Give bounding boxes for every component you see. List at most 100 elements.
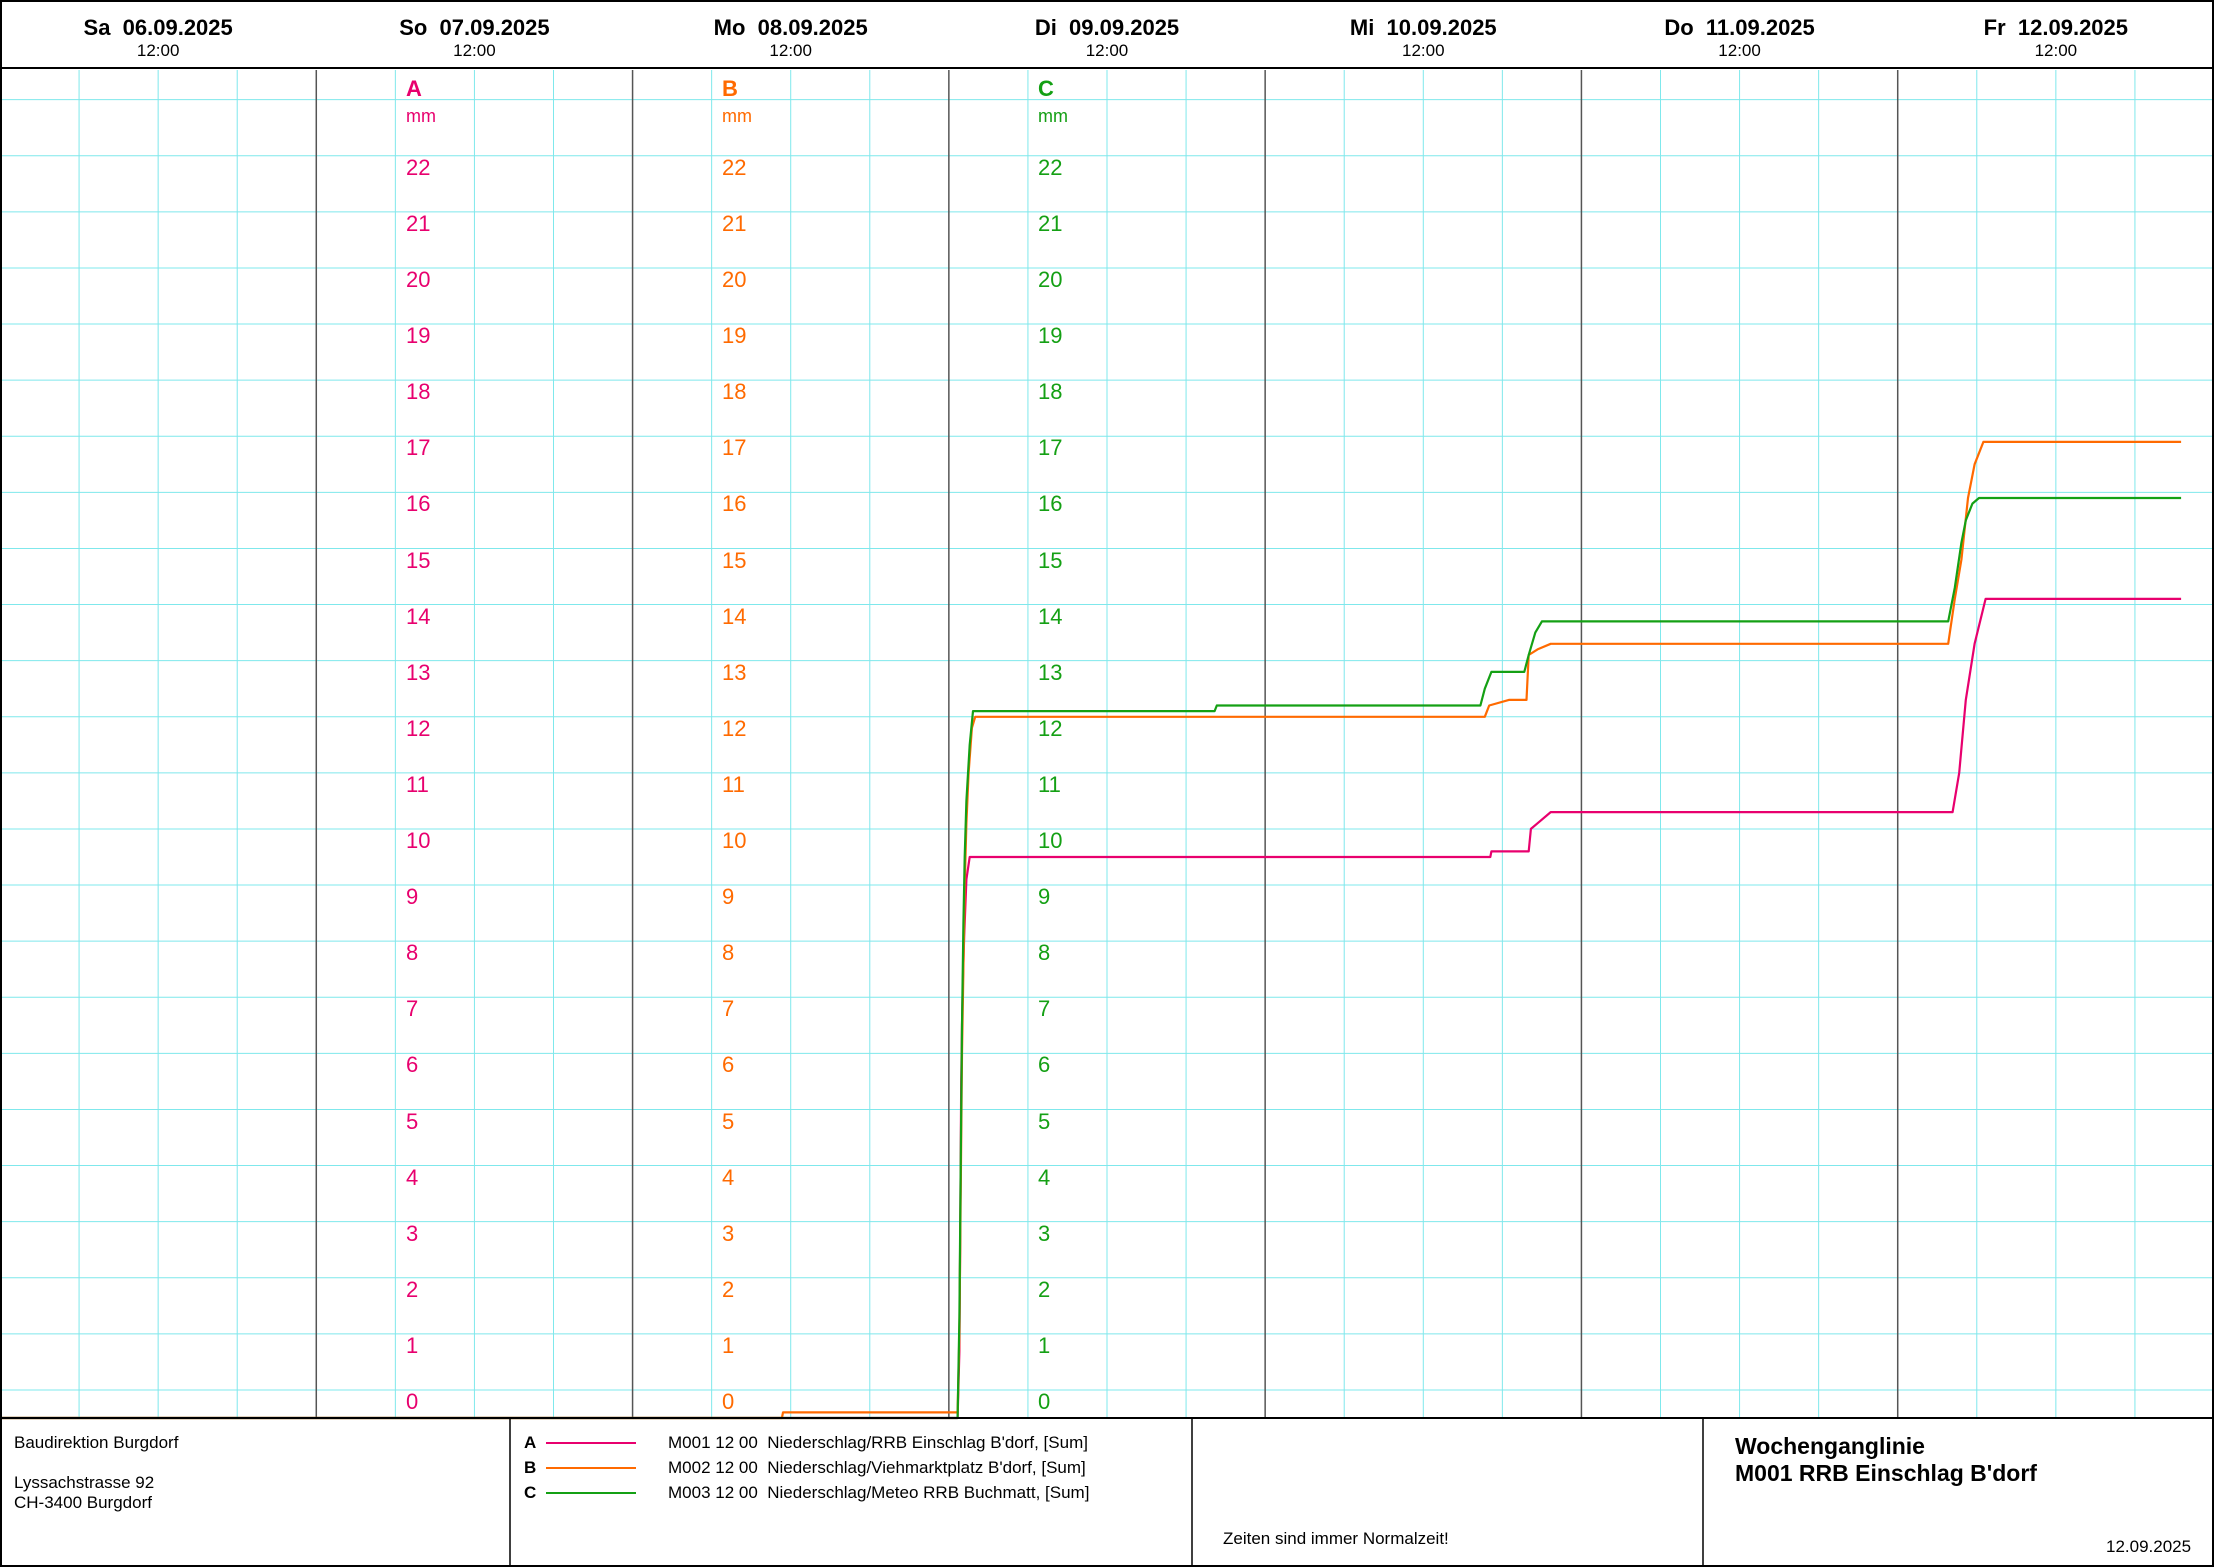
y-tick-label: 19	[722, 323, 747, 349]
report-title: Wochenganglinie	[1735, 1433, 1925, 1459]
y-tick-label: 20	[1038, 267, 1063, 292]
y-tick-label: 4	[406, 1164, 419, 1190]
axis-letter-c: C	[1038, 76, 1054, 101]
y-tick-label: 15	[722, 547, 747, 573]
y-tick-label: 6	[722, 1052, 735, 1078]
y-tick-label: 13	[1038, 659, 1063, 685]
time-note: Zeiten sind immer Normalzeit!	[1223, 1529, 1449, 1548]
y-tick-label: 1	[722, 1332, 735, 1358]
y-tick-label: 8	[722, 940, 735, 966]
y-tick-label: 1	[1038, 1332, 1051, 1358]
y-tick-label: 18	[722, 379, 747, 405]
y-tick-label: 9	[406, 884, 419, 910]
org-street: Lyssachstrasse 92	[14, 1473, 155, 1492]
y-tick-label: 12	[1038, 715, 1063, 741]
y-tick-label: 0	[406, 1389, 419, 1414]
legend-label: M001 12 00 Niederschlag/RRB Einschlag B'…	[668, 1433, 1088, 1452]
org-city: CH-3400 Burgdorf	[14, 1493, 152, 1512]
day-time-label: 12:00	[2034, 41, 2078, 60]
y-tick-label: 9	[1038, 884, 1051, 910]
day-date-label: Do 11.09.2025	[1664, 15, 1815, 40]
axis-unit-a: mm	[406, 106, 436, 126]
y-tick-label: 16	[1038, 491, 1063, 517]
y-tick-label: 11	[406, 771, 429, 797]
legend-row-c: C M003 12 00 Niederschlag/Meteo RRB Buchm…	[524, 1482, 1089, 1504]
day-time-label: 12:00	[1402, 41, 1445, 60]
legend-key: B	[524, 1458, 537, 1477]
y-tick-label: 7	[1038, 996, 1051, 1022]
day-header: Do 11.09.2025 12:00	[1630, 15, 1850, 61]
y-tick-label: 21	[722, 210, 747, 236]
y-tick-label: 10	[722, 828, 747, 853]
y-tick-label: 19	[406, 323, 431, 349]
y-tick-label: 15	[406, 547, 431, 573]
y-tick-label: 6	[1038, 1052, 1051, 1078]
y-tick-label: 5	[722, 1108, 735, 1134]
day-time-label: 12:00	[1718, 41, 1761, 60]
y-tick-label: 3	[1038, 1220, 1051, 1246]
axis-unit-c: mm	[1038, 106, 1068, 126]
y-tick-label: 11	[1038, 771, 1061, 797]
y-tick-label: 15	[1038, 547, 1063, 573]
axis-letter-a: A	[406, 76, 422, 101]
report-date: 12.09.2025	[2106, 1537, 2192, 1556]
series-line-a	[0, 597, 2182, 1420]
y-tick-label: 19	[1038, 323, 1063, 349]
y-tick-label: 2	[1038, 1276, 1051, 1302]
legend-row-b: B M002 12 00 Niederschlag/Viehmarktplatz …	[524, 1457, 1086, 1479]
y-tick-label: 3	[406, 1220, 419, 1246]
legend-swatch	[546, 1492, 636, 1494]
y-tick-label: 20	[722, 267, 747, 292]
y-tick-label: 0	[722, 1389, 735, 1414]
day-time-label: 12:00	[453, 41, 496, 60]
day-header: Mi 10.09.2025 12:00	[1313, 15, 1533, 61]
y-tick-label: 1	[406, 1332, 419, 1358]
day-date-label: Mi 10.09.2025	[1349, 15, 1497, 40]
y-tick-label: 14	[722, 603, 747, 629]
y-tick-label: 17	[722, 435, 747, 461]
y-tick-label: 14	[1038, 603, 1063, 629]
y-tick-label: 11	[722, 771, 745, 797]
y-tick-label: 14	[406, 603, 431, 629]
axis-unit-b: mm	[722, 106, 752, 126]
y-tick-label: 20	[406, 267, 431, 292]
y-tick-label: 9	[722, 884, 735, 910]
y-tick-label: 2	[722, 1276, 735, 1302]
y-tick-label: 5	[406, 1108, 419, 1134]
y-tick-label: 12	[406, 715, 431, 741]
y-tick-label: 8	[1038, 940, 1051, 966]
series-line-b	[0, 440, 2182, 1420]
y-tick-label: 0	[1038, 1389, 1051, 1414]
y-tick-label: 22	[406, 154, 431, 180]
legend-key: C	[524, 1483, 537, 1502]
day-time-label: 12:00	[136, 41, 180, 60]
day-date-label: Sa 06.09.2025	[83, 15, 233, 40]
y-tick-label: 18	[1038, 379, 1063, 405]
y-tick-label: 16	[406, 491, 431, 517]
y-tick-label: 13	[722, 659, 747, 685]
y-tick-label: 5	[1038, 1108, 1051, 1134]
y-tick-label: 4	[722, 1164, 735, 1190]
report-subtitle: M001 RRB Einschlag B'dorf	[1735, 1460, 2037, 1486]
y-tick-label: 21	[406, 210, 431, 236]
legend-row-a: A M001 12 00 Niederschlag/RRB Einschlag B…	[524, 1432, 1088, 1454]
y-tick-label: 21	[1038, 210, 1063, 236]
legend-label: M002 12 00 Niederschlag/Viehmarktplatz B…	[668, 1458, 1086, 1477]
y-tick-label: 2	[406, 1276, 419, 1302]
y-tick-label: 7	[722, 996, 735, 1022]
day-header: Mo 08.09.2025 12:00	[681, 15, 901, 61]
y-tick-label: 7	[406, 996, 419, 1022]
day-time-label: 12:00	[1085, 41, 1129, 60]
y-tick-label: 8	[406, 940, 419, 966]
day-time-label: 12:00	[769, 41, 812, 60]
day-date-label: Fr 12.09.2025	[1983, 15, 2129, 40]
y-tick-label: 17	[1038, 435, 1063, 461]
day-header: Di 09.09.2025 12:00	[997, 15, 1217, 61]
y-tick-label: 3	[722, 1220, 735, 1246]
y-tick-label: 16	[722, 491, 747, 517]
y-tick-label: 17	[406, 435, 431, 461]
y-tick-label: 4	[1038, 1164, 1051, 1190]
y-tick-label: 22	[1038, 154, 1063, 180]
